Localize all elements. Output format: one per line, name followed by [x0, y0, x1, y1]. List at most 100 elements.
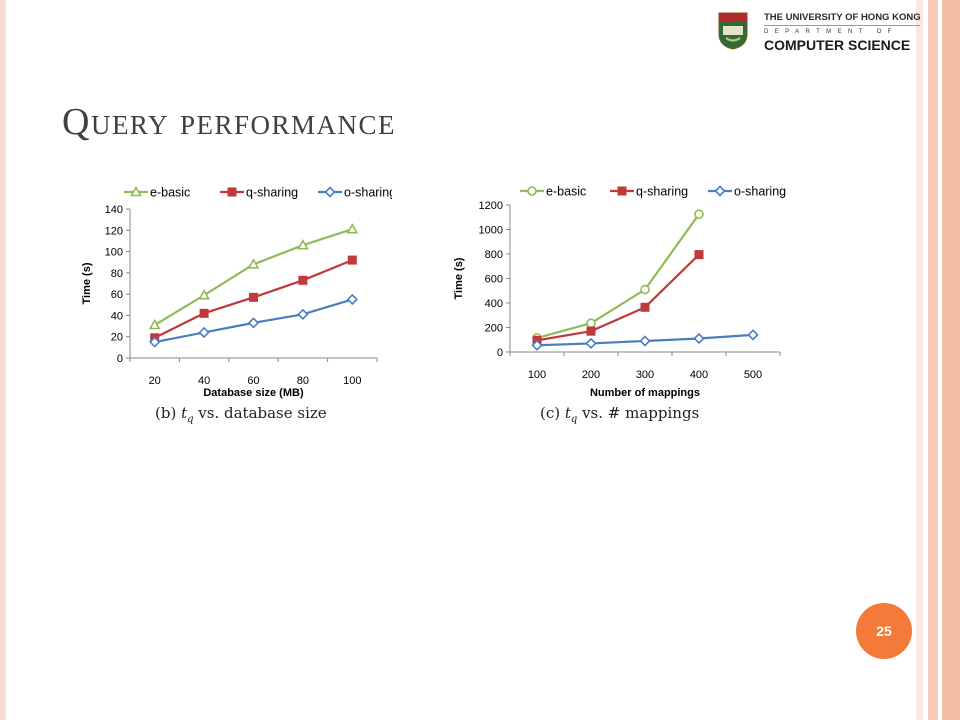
x-tick-label: 500: [744, 369, 762, 381]
data-point-o-sharing: [639, 335, 651, 347]
y-tick-label: 20: [111, 332, 123, 344]
series-o-sharing: [149, 293, 358, 348]
department-label: DEPARTMENT OF: [764, 29, 898, 35]
y-tick-label: 1000: [479, 225, 503, 237]
caption-database-size: (b) tq vs. database size: [155, 404, 327, 425]
series-e-basic: [148, 223, 359, 330]
legend-marker: [130, 185, 142, 197]
chart-mappings-svg: 0 200 400 600 800 1000 1200 100 200 300 400 500 Numb…: [453, 185, 786, 400]
data-point-q-sharing: [347, 255, 357, 265]
department-name: COMPUTER SCIENCE: [764, 37, 911, 53]
series-q-sharing: [150, 255, 357, 343]
series-line-e-basic: [154, 228, 353, 326]
x-axis-label: Database size (MB): [203, 387, 304, 399]
data-point-e-basic: [346, 223, 359, 234]
x-tick-label: 20: [149, 375, 161, 387]
legend-label: o-sharing: [734, 185, 786, 199]
legend-item-q-sharing: q-sharing: [220, 186, 298, 200]
data-point-e-basic: [694, 209, 704, 219]
caption-mappings: (c) tq vs. # mappings: [540, 404, 700, 425]
x-tick-label: 400: [690, 369, 708, 381]
data-point-q-sharing: [249, 292, 258, 302]
x-tick-label: 80: [297, 375, 309, 387]
x-tick-label: 100: [528, 369, 546, 381]
y-tick-label: 60: [111, 289, 123, 301]
series-q-sharing: [532, 250, 704, 345]
data-point-q-sharing: [199, 308, 209, 318]
y-tick-label: 200: [485, 323, 503, 335]
x-tick-label: 300: [636, 369, 654, 381]
data-point-o-sharing: [747, 329, 759, 341]
legend-label: e-basic: [546, 185, 586, 199]
legend-item-q-sharing: q-sharing: [610, 185, 688, 199]
border-stripe-2: [928, 0, 938, 720]
legend-label: e-basic: [150, 186, 190, 200]
chart-database-size: 0 20 40 60 80 100 120 140 20 40 60 80 100 Database si…: [72, 175, 392, 405]
chart-mappings: 0 200 400 600 800 1000 1200 100 200 300 400 500 Numb…: [440, 175, 810, 405]
data-point-e-basic: [586, 318, 596, 329]
x-axis-label: Number of mappings: [590, 387, 700, 399]
legend-marker: [227, 187, 237, 197]
x-tick-label: 200: [582, 369, 600, 381]
y-tick-label: 80: [111, 268, 123, 280]
y-axis-label: Time (s): [453, 257, 465, 299]
series-o-sharing: [531, 329, 759, 351]
legend-item-e-basic: e-basic: [124, 186, 190, 200]
border-stripe-1: [916, 0, 923, 720]
caption-tq-symbol: tq: [564, 404, 578, 425]
x-tick-label: 100: [343, 375, 361, 387]
border-stripe-3: [942, 0, 960, 720]
right-border-stripes: [916, 0, 960, 720]
data-point-o-sharing: [198, 326, 210, 339]
data-point-e-basic: [640, 284, 650, 295]
data-point-q-sharing: [586, 326, 596, 336]
crest-icon: [718, 12, 748, 50]
legend-marker: [617, 186, 627, 196]
y-tick-label: 0: [117, 353, 123, 365]
series-line-e-basic: [536, 213, 700, 339]
y-axis-label: Time (s): [81, 262, 93, 304]
y-tick-label: 120: [105, 225, 123, 237]
legend-item-o-sharing: o-sharing: [318, 186, 392, 200]
y-tick-label: 400: [485, 298, 503, 310]
data-point-o-sharing: [247, 317, 260, 329]
data-point-o-sharing: [297, 308, 309, 320]
legend-label: q-sharing: [246, 186, 298, 200]
data-point-q-sharing: [694, 250, 704, 260]
legend-label: o-sharing: [344, 186, 392, 200]
y-tick-label: 140: [105, 204, 123, 216]
university-name: THE UNIVERSITY OF HONG KONG: [764, 12, 921, 23]
data-point-e-basic: [297, 239, 309, 250]
data-point-e-basic: [148, 318, 161, 330]
data-point-q-sharing: [640, 302, 650, 312]
y-tick-label: 800: [485, 249, 503, 261]
slide-title: Query performance: [62, 101, 396, 143]
left-border-stripe: [0, 0, 6, 720]
data-point-o-sharing: [585, 337, 597, 350]
logo-divider: [764, 25, 920, 26]
data-point-e-basic: [198, 289, 210, 300]
data-point-q-sharing: [298, 275, 308, 285]
series-line-q-sharing: [536, 253, 700, 342]
y-tick-label: 100: [105, 247, 123, 259]
legend-marker: [527, 186, 537, 196]
data-point-o-sharing: [346, 293, 358, 306]
y-tick-label: 1200: [479, 200, 503, 212]
data-point-o-sharing: [531, 339, 543, 351]
y-tick-label: 40: [111, 310, 123, 322]
data-point-o-sharing: [149, 336, 161, 348]
x-tick-label: 60: [247, 375, 259, 387]
legend-item-e-basic: e-basic: [520, 185, 586, 199]
legend-marker: [714, 185, 726, 197]
data-point-o-sharing: [693, 332, 705, 345]
data-point-e-basic: [247, 258, 260, 269]
page-number-badge: 25: [856, 603, 912, 659]
x-tick-label: 40: [198, 375, 210, 387]
university-logo: THE UNIVERSITY OF HONG KONG DEPARTMENT O…: [716, 10, 921, 58]
chart-database-size-svg: 0 20 40 60 80 100 120 140 20 40 60 80 100 Database si…: [81, 186, 392, 400]
legend-item-o-sharing: o-sharing: [708, 185, 786, 199]
legend-marker: [324, 186, 336, 198]
legend-label: q-sharing: [636, 185, 688, 199]
caption-tq-symbol: tq: [181, 404, 194, 425]
y-tick-label: 600: [485, 274, 503, 286]
